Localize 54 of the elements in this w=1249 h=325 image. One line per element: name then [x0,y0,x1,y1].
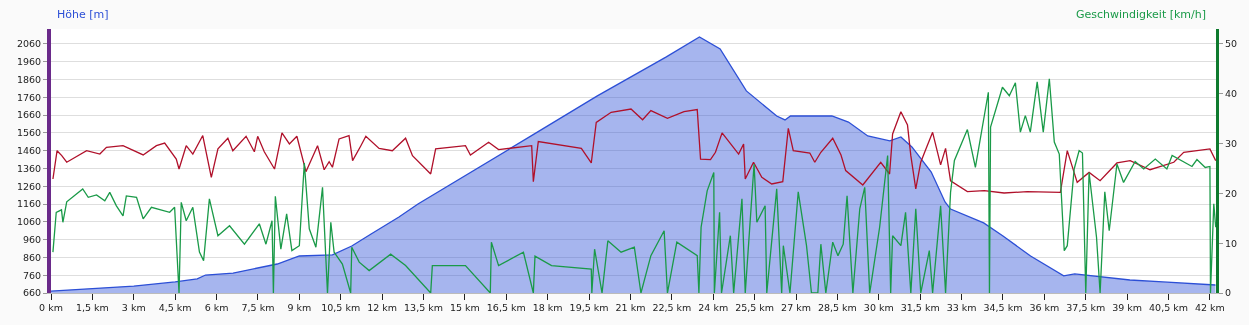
x-tick-label: 22,5 km [652,302,692,314]
x-tick-label: 3 km [121,302,146,314]
y-tick-label: 760 [22,269,42,281]
y-axis-title: Höhe [m] [57,8,109,21]
x-tick-label: 28,5 km [817,302,857,314]
x-tick-label: 36 km [1029,302,1060,314]
x-tick-label: 9 km [287,302,312,314]
y-tick-label: 1160 [16,198,42,210]
x-tick-label: 34,5 km [983,302,1023,314]
x-tick-label: 7,5 km [241,302,275,314]
x-tick-label: 42 km [1194,302,1225,314]
x-tick-label: 24 km [698,302,729,314]
line-series [52,78,1216,293]
x-tick-label: 27 km [781,302,811,314]
y2-tick-label: 30 [1224,137,1237,149]
y-tick-label: 860 [22,251,42,263]
line-series [52,108,1216,194]
x-tick-label: 4,5 km [158,302,192,314]
x-tick-label: 13,5 km [404,302,443,314]
x-tick-label: 0 km [39,302,63,314]
y-tick-label: 2060 [16,38,42,50]
y-tick-label: 1760 [16,91,42,103]
x-tick-label: 21 km [615,302,646,314]
y2-tick-label: 0 [1224,287,1231,299]
x-tick-label: 19,5 km [569,302,609,314]
x-tick-label: 15 km [449,302,480,314]
x-tick-label: 39 km [1112,302,1143,314]
x-tick-label: 16,5 km [486,302,526,314]
x-tick-label: 31,5 km [900,302,940,314]
y-tick-label: 1060 [16,216,42,228]
y-tick-label: 1960 [16,56,42,68]
y-tick-label: 1460 [16,145,42,156]
y2-axis-title: Geschwindigkeit [km/h] [1076,8,1207,21]
y2-tick-label: 20 [1224,187,1237,199]
y-tick-label: 1360 [16,162,42,174]
y2-tick-label: 50 [1224,38,1237,50]
x-tick-label: 12 km [367,302,398,314]
x-tick-label: 30 km [863,302,894,314]
x-tick-label: 33 km [946,302,977,314]
y2-tick-label: 40 [1224,88,1237,100]
x-tick-label: 1,5 km [75,302,109,314]
y-tick-label: 1660 [16,109,42,121]
y-tick-label: 1860 [16,73,42,85]
y-tick-label: 960 [22,233,42,245]
x-tick-label: 6 km [204,302,229,314]
x-tick-label: 37,5 km [1066,302,1106,314]
y-tick-label: 660 [22,287,42,299]
x-tick-label: 10,5 km [321,302,361,314]
x-tick-label: 25,5 km [735,302,775,314]
x-tick-label: 18 km [532,302,563,314]
y-tick-label: 1560 [16,127,42,139]
y2-tick-label: 10 [1224,237,1237,249]
y-tick-label: 1260 [16,180,42,192]
x-tick-label: 40,5 km [1149,302,1189,314]
